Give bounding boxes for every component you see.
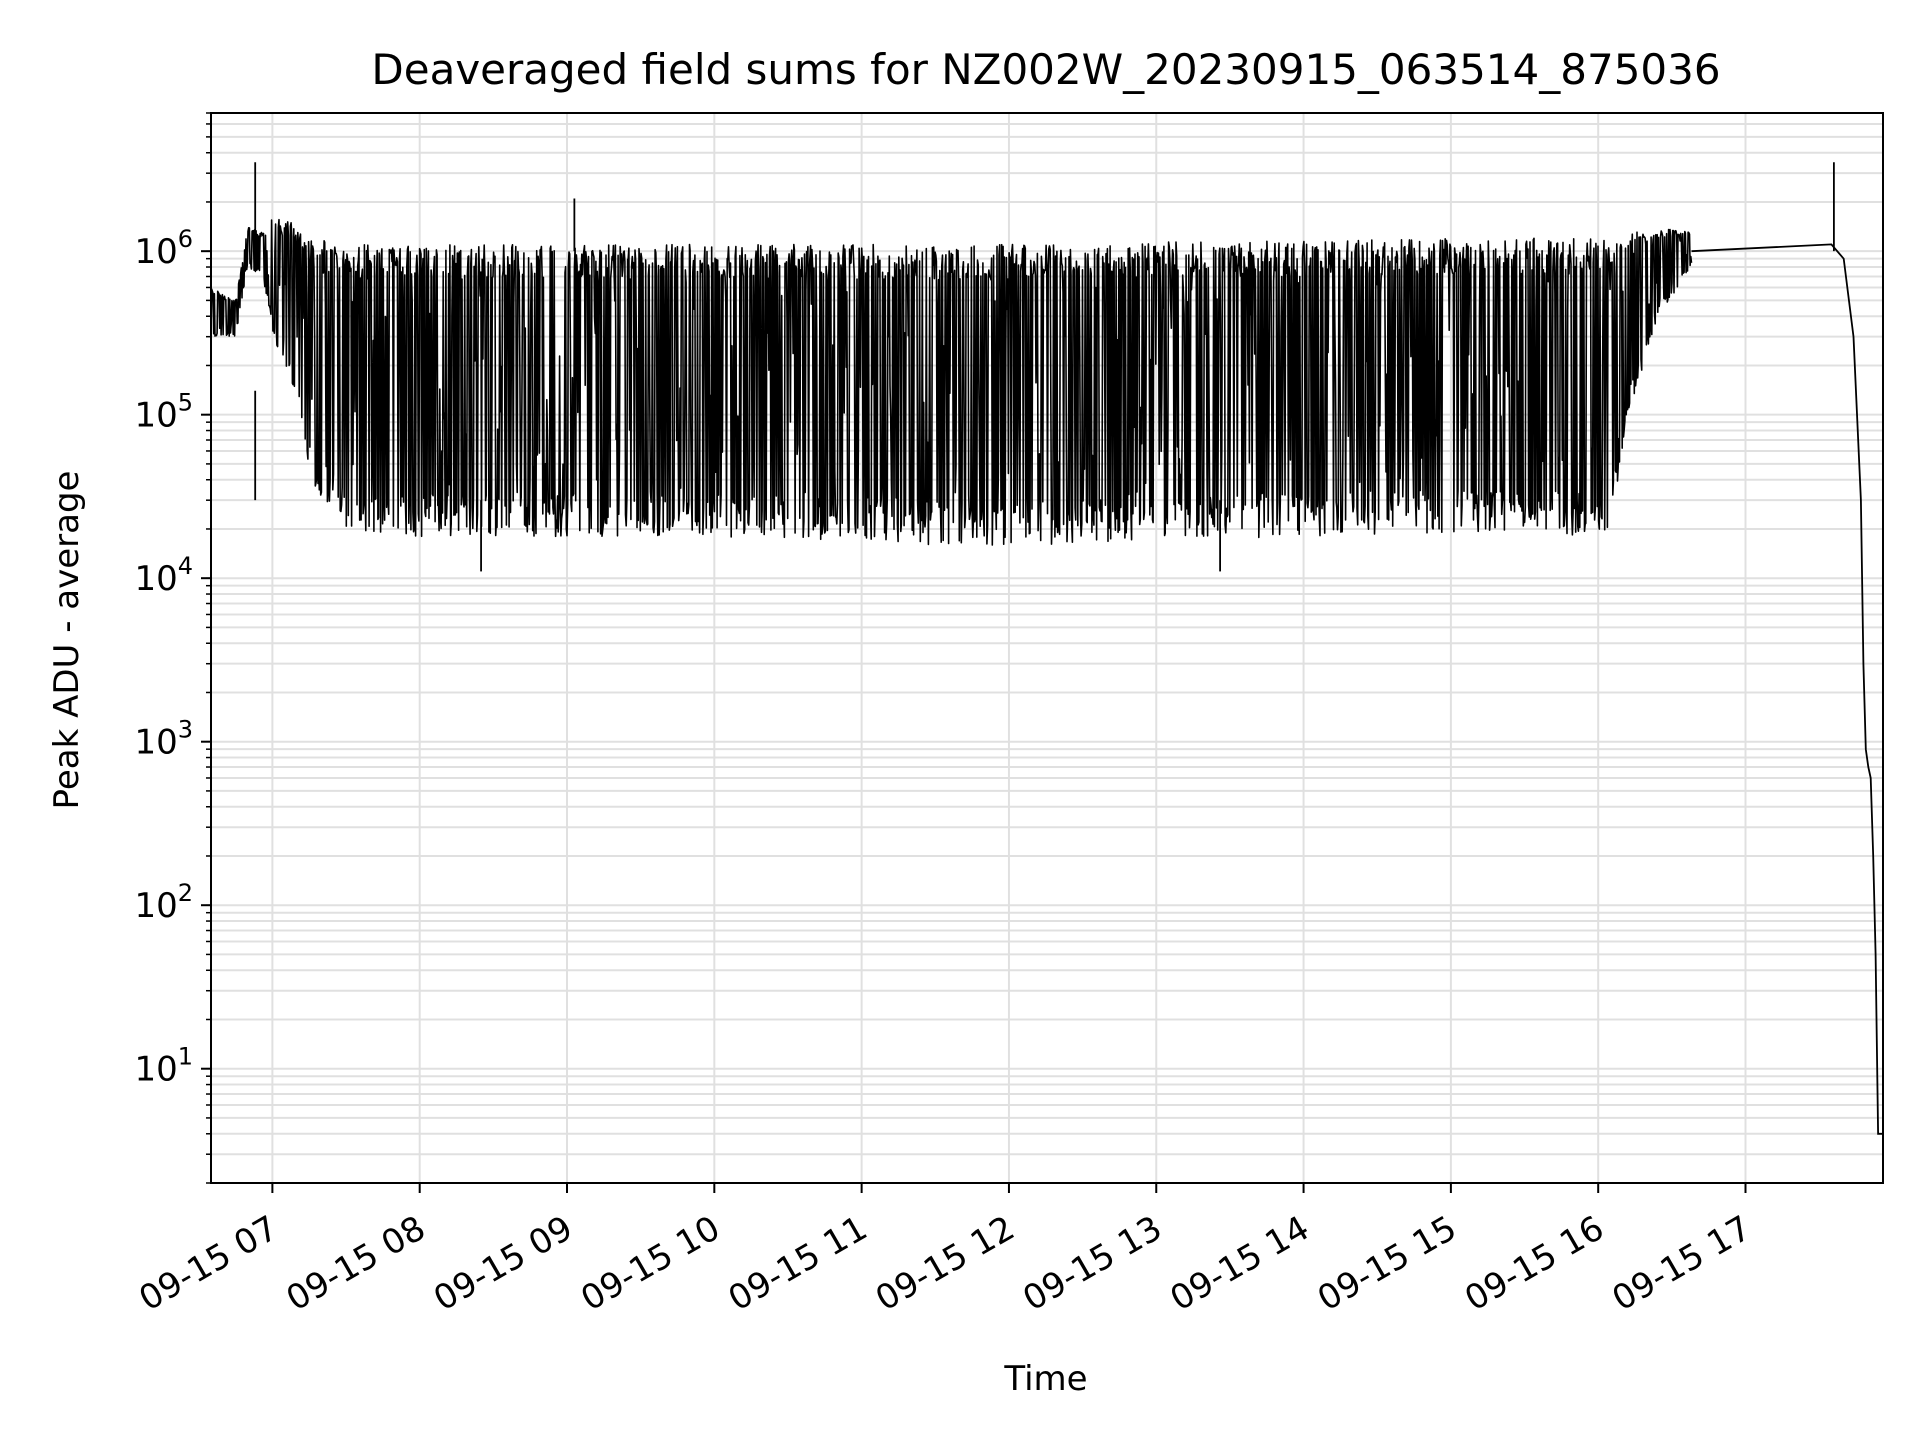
series-line-band xyxy=(210,218,1693,546)
y-tick-label: 105 xyxy=(134,389,193,436)
y-tick-label: 101 xyxy=(134,1043,193,1090)
x-axis-title: Time xyxy=(1003,1359,1087,1399)
chart-title: Deaveraged field sums for NZ002W_2023091… xyxy=(371,45,1720,94)
y-tick-label: 103 xyxy=(134,716,193,763)
y-axis-title: Peak ADU - average xyxy=(47,471,87,810)
y-tick-label: 102 xyxy=(134,879,193,926)
y-tick-label: 106 xyxy=(134,225,193,272)
plot-frame xyxy=(210,112,1884,1184)
y-tick-label: 104 xyxy=(134,552,193,599)
y-axis: 101 102 103 104 105 106 xyxy=(134,112,211,1184)
series-line-trace xyxy=(1691,243,1883,1135)
series-layer xyxy=(210,162,1883,1135)
